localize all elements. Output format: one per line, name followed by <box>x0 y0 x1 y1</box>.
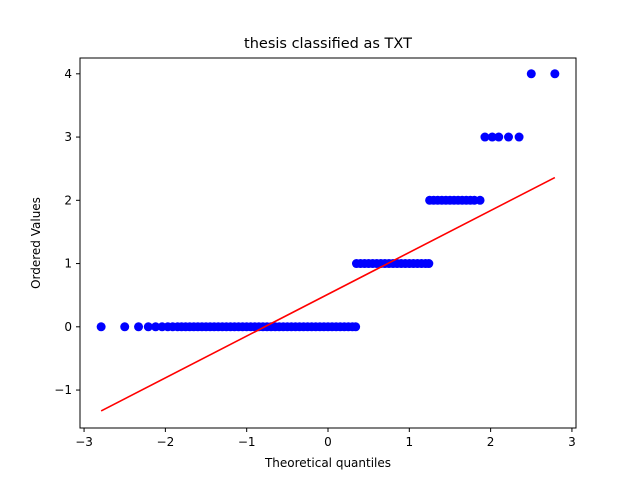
y-tick-label: −1 <box>54 383 72 397</box>
data-point <box>424 259 434 269</box>
data-point <box>480 132 490 142</box>
y-tick-label: 0 <box>64 320 72 334</box>
y-tick-label: 1 <box>64 257 72 271</box>
x-tick-label: −3 <box>75 435 93 449</box>
y-tick-label: 2 <box>64 193 72 207</box>
x-tick-label: 0 <box>324 435 332 449</box>
data-point <box>151 322 161 332</box>
y-axis-label: Ordered Values <box>29 197 43 289</box>
data-point <box>120 322 130 332</box>
data-point <box>550 69 560 79</box>
data-point <box>134 322 144 332</box>
y-axis: −1 0 1 2 3 4 <box>54 67 80 397</box>
data-point <box>96 322 106 332</box>
y-tick-label: 3 <box>64 130 72 144</box>
plot-marks <box>96 69 560 412</box>
chart-title: thesis classified as TXT <box>244 36 412 52</box>
data-point <box>504 132 514 142</box>
x-axis-label: Theoretical quantiles <box>264 456 391 470</box>
x-tick-label: −1 <box>238 435 256 449</box>
data-point <box>514 132 524 142</box>
x-axis: −3 −2 −1 0 1 2 3 <box>75 428 576 449</box>
y-tick-label: 4 <box>64 67 72 81</box>
x-tick-label: 1 <box>405 435 413 449</box>
data-point <box>143 322 153 332</box>
x-tick-label: 3 <box>568 435 576 449</box>
data-point <box>351 322 361 332</box>
fit-line <box>100 176 556 412</box>
data-point <box>526 69 536 79</box>
data-point <box>494 132 504 142</box>
x-tick-label: 2 <box>487 435 495 449</box>
data-point <box>487 132 497 142</box>
data-point <box>475 195 485 205</box>
x-tick-label: −2 <box>157 435 175 449</box>
